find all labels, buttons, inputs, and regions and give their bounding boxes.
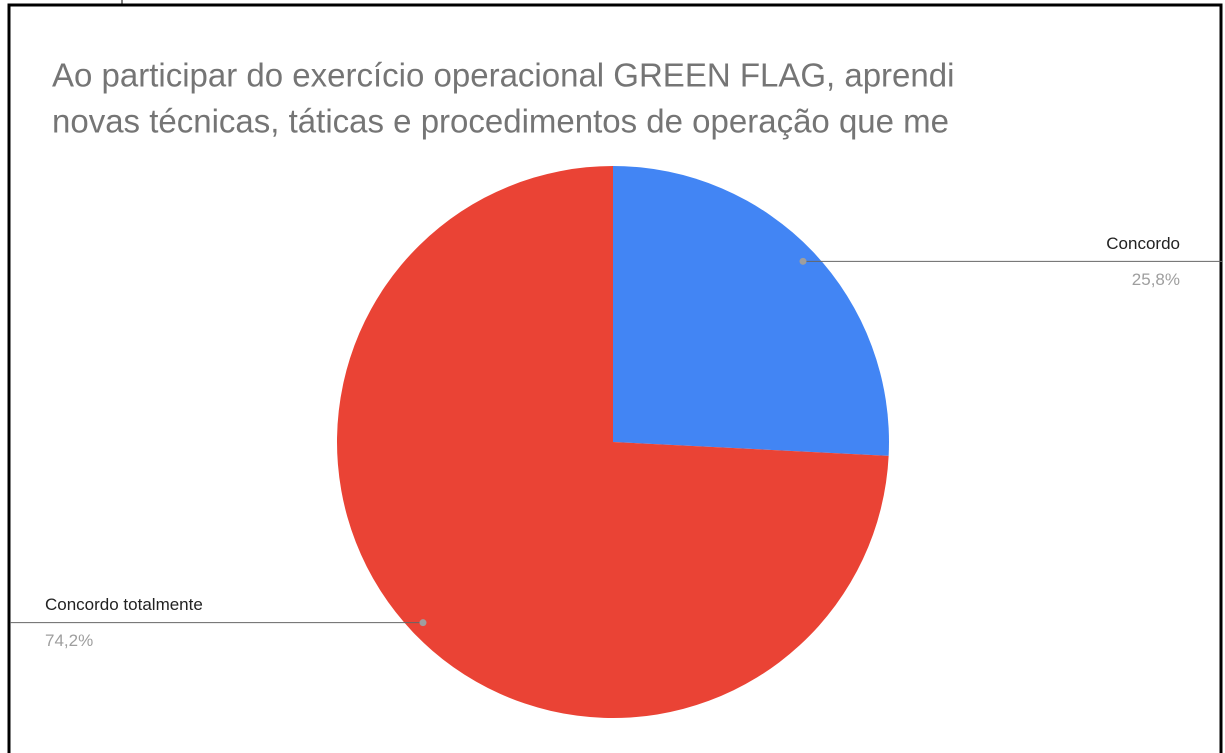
- chart-title: Ao participar do exercício operacional G…: [52, 57, 954, 94]
- leader-dot: [419, 619, 427, 627]
- slice-label: Concordo totalmente: [45, 595, 203, 614]
- slice-value-label: 25,8%: [1132, 270, 1180, 289]
- leader-dot: [799, 257, 807, 265]
- slice-value-label: 74,2%: [45, 631, 93, 650]
- slice-label: Concordo: [1106, 234, 1180, 253]
- pie-slice: [337, 166, 889, 718]
- pie-slice: [613, 166, 890, 456]
- chart-title: novas técnicas, táticas e procedimentos …: [52, 103, 949, 140]
